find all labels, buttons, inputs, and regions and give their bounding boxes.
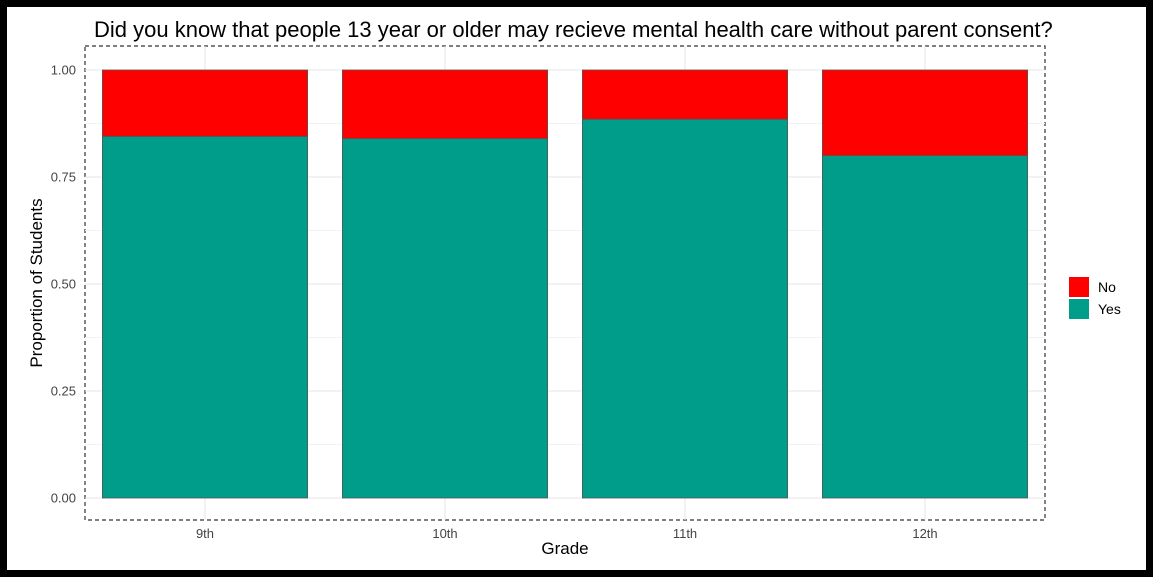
- y-tick-label: 0.25: [51, 384, 76, 399]
- x-axis-ticks: 9th 10th 11th 12th: [196, 526, 938, 541]
- y-axis-ticks: 0.00 0.25 0.50 0.75 1.00: [51, 63, 76, 506]
- bar-no-12th: [822, 69, 1029, 156]
- legend: No Yes: [1069, 277, 1121, 319]
- x-tick-label: 10th: [432, 526, 457, 541]
- bar-chart: Did you know that people 13 year or olde…: [27, 17, 1121, 558]
- legend-label-yes: Yes: [1098, 301, 1121, 317]
- bar-no-10th: [341, 69, 548, 139]
- panel-border: [84, 45, 1046, 521]
- x-axis-title: Grade: [541, 539, 588, 558]
- legend-swatch-no: [1069, 277, 1089, 297]
- bar-yes-12th: [822, 155, 1029, 499]
- y-tick-label: 0.50: [51, 277, 76, 292]
- x-tick-label: 12th: [912, 526, 937, 541]
- chart-title: Did you know that people 13 year or olde…: [94, 17, 1053, 42]
- x-tick-label: 9th: [196, 526, 214, 541]
- bar-yes-9th: [102, 135, 308, 499]
- y-tick-label: 0.00: [51, 491, 76, 506]
- x-tick-label: 11th: [673, 526, 697, 541]
- y-tick-label: 0.75: [51, 170, 76, 185]
- bar-yes-10th: [341, 138, 548, 499]
- bar-no-11th: [582, 69, 789, 120]
- legend-label-no: No: [1098, 279, 1116, 295]
- y-tick-label: 1.00: [51, 63, 76, 78]
- bars: [102, 69, 1029, 499]
- bar-no-9th: [102, 69, 308, 137]
- bar-yes-11th: [582, 118, 789, 499]
- y-axis-title: Proportion of Students: [27, 198, 46, 367]
- legend-swatch-yes: [1069, 299, 1089, 319]
